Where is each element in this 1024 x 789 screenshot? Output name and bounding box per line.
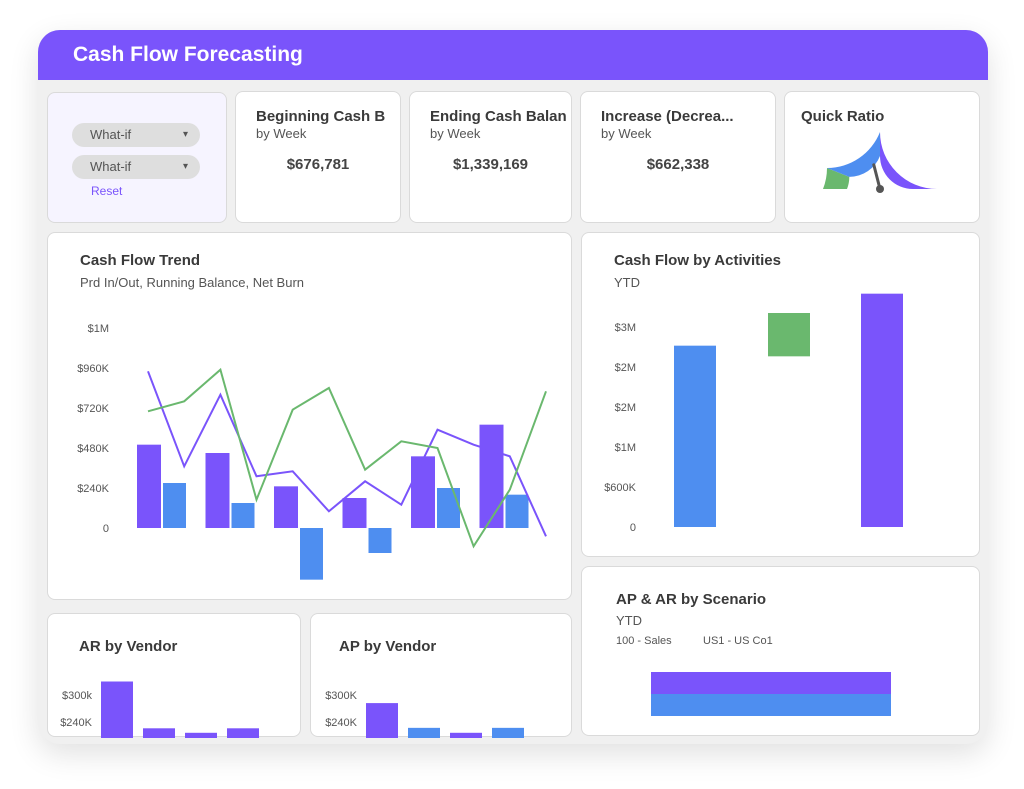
y-tick-label: $300k xyxy=(62,690,92,702)
page-title: Cash Flow Forecasting xyxy=(73,43,303,66)
vendor-bar xyxy=(366,703,398,738)
vendor-bar xyxy=(227,728,259,738)
y-tick-label: $240K xyxy=(77,483,109,495)
cash-flow-trend-card[interactable]: Cash Flow Trend Prd In/Out, Running Bala… xyxy=(47,232,572,600)
card-subtitle: Prd In/Out, Running Balance, Net Burn xyxy=(80,275,305,290)
card-title: AP & AR by Scenario xyxy=(616,591,767,608)
y-tick-label: $240K xyxy=(60,717,92,729)
bar-prd-in xyxy=(205,453,230,528)
kpi-beginning-cash[interactable]: Beginning Cash B by Week $676,781 xyxy=(235,91,401,223)
kpi-title: Beginning Cash B xyxy=(256,108,386,125)
bar-prd-out xyxy=(437,488,460,528)
vendor-bar xyxy=(185,732,217,738)
bar-operating xyxy=(674,345,716,527)
y-tick-label: $960K xyxy=(77,363,109,375)
ap-ar-scenario-card[interactable]: AP & AR by Scenario YTD 100 - Sales US1 … xyxy=(581,566,980,736)
scenario-bar-ap xyxy=(651,672,891,694)
kpi-subtitle: by Week xyxy=(430,126,481,141)
card-title: Quick Ratio xyxy=(801,108,885,125)
y-tick-label: $240K xyxy=(325,717,357,729)
bar-prd-in xyxy=(479,424,504,528)
kpi-increase-decrease[interactable]: Increase (Decrea... by Week $662,338 xyxy=(580,91,776,223)
legend-item: US1 - US Co1 xyxy=(703,635,773,647)
bar-prd-in xyxy=(137,444,161,528)
y-tick-label: $2M xyxy=(615,402,636,414)
card-title: Cash Flow Trend xyxy=(80,252,201,269)
bar-financing xyxy=(861,293,903,527)
filter-panel: What-if ▾ What-if ▾ Reset xyxy=(47,92,227,223)
line-net-burn xyxy=(147,367,547,549)
chevron-down-icon: ▾ xyxy=(182,161,188,172)
bar-prd-in xyxy=(342,498,367,528)
scenario-dropdown-b[interactable]: What-if ▾ xyxy=(72,155,200,179)
bar-prd-out xyxy=(300,528,323,580)
header-bar: Cash Flow Forecasting xyxy=(38,30,988,80)
kpi-title: Increase (Decrea... xyxy=(601,108,734,125)
kpi-value: $662,338 xyxy=(646,156,710,173)
vendor-bar xyxy=(492,727,524,738)
ap-ar-scenario-chart xyxy=(651,672,891,716)
vendor-bar xyxy=(143,728,175,738)
y-tick-label: $720K xyxy=(77,403,109,415)
gauge-segment-purple xyxy=(880,132,937,189)
ar-by-vendor-chart: $300k $240K xyxy=(60,681,259,738)
y-tick-label: $1M xyxy=(88,323,109,335)
quick-ratio-card[interactable]: Quick Ratio xyxy=(784,91,980,223)
y-tick-label: $2M xyxy=(615,362,636,374)
ar-by-vendor-card[interactable]: AR by Vendor $300k $240K xyxy=(47,613,301,738)
bar-investing xyxy=(768,313,810,357)
quick-ratio-gauge xyxy=(823,132,937,193)
kpi-title: Ending Cash Balan xyxy=(430,108,567,125)
bar-prd-out xyxy=(505,494,529,528)
kpi-value: $676,781 xyxy=(286,156,350,173)
scenario-bar-ar xyxy=(651,694,891,716)
gauge-segment-blue xyxy=(827,132,880,177)
bar-prd-out xyxy=(163,483,186,528)
gauge-segment-green xyxy=(823,168,850,189)
vendor-bar xyxy=(408,727,440,738)
card-title: Cash Flow by Activities xyxy=(614,252,781,269)
card-title: AR by Vendor xyxy=(79,638,178,655)
kpi-subtitle: by Week xyxy=(601,126,652,141)
scenario-dropdown-a[interactable]: What-if ▾ xyxy=(72,123,200,147)
y-tick-label: 0 xyxy=(103,523,109,535)
legend-item: 100 - Sales xyxy=(616,635,672,647)
vendor-bar xyxy=(101,681,133,738)
y-tick-label: $480K xyxy=(77,443,109,455)
vendor-bar xyxy=(450,732,482,738)
dashboard-window: Cash Flow Forecasting What-if ▾ What-if … xyxy=(38,30,988,744)
bar-prd-out xyxy=(368,528,392,553)
y-tick-label: $1M xyxy=(615,442,636,454)
line-running-balance xyxy=(147,370,547,537)
ap-by-vendor-chart: $300K $240K xyxy=(325,690,524,738)
cash-flow-trend-chart: $1M $960K $720K $480K $240K 0 xyxy=(77,323,547,580)
y-tick-label: $600K xyxy=(604,482,636,494)
kpi-subtitle: by Week xyxy=(256,126,307,141)
scenario-dropdown-b-value: What-if xyxy=(90,159,132,174)
scenario-dropdown-a-value: What-if xyxy=(90,127,132,142)
y-tick-label: $3M xyxy=(615,322,636,334)
kpi-value: $1,339,169 xyxy=(452,156,529,173)
bar-prd-in xyxy=(274,486,298,528)
kpi-ending-cash[interactable]: Ending Cash Balan by Week $1,339,169 xyxy=(409,91,572,223)
y-tick-label: 0 xyxy=(630,522,636,534)
bar-prd-out xyxy=(231,503,255,528)
reset-link[interactable]: Reset xyxy=(91,184,123,198)
cash-flow-activities-card[interactable]: Cash Flow by Activities YTD $3M $2M $2M $1M… xyxy=(581,232,980,557)
chevron-down-icon: ▾ xyxy=(182,129,188,140)
y-tick-label: $300K xyxy=(325,690,357,702)
card-subtitle: YTD xyxy=(614,275,640,290)
bar-prd-in xyxy=(411,456,435,528)
ap-by-vendor-card[interactable]: AP by Vendor $300K $240K xyxy=(310,613,572,738)
cash-flow-activities-chart: $3M $2M $2M $1M $600K 0 xyxy=(604,293,903,534)
card-title: AP by Vendor xyxy=(339,638,437,655)
gauge-needle xyxy=(872,163,882,191)
card-subtitle: YTD xyxy=(616,613,642,628)
gauge-needle-hub xyxy=(876,185,884,193)
